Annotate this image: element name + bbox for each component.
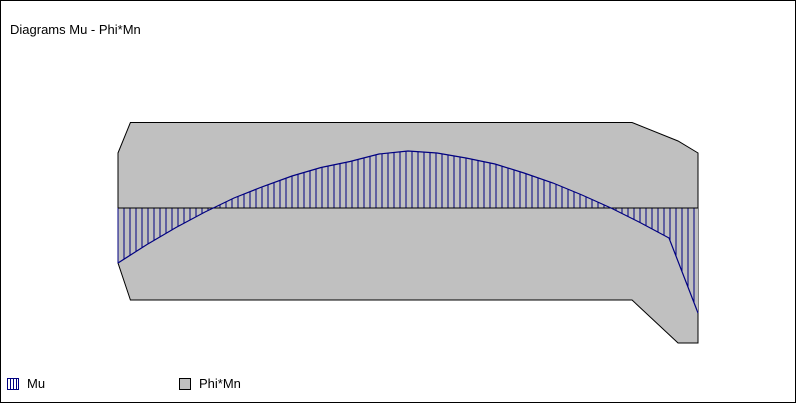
- mu-swatch-icon: [7, 377, 19, 390]
- phi-mn-capacity-area: [117, 122, 699, 344]
- chart-title: Diagrams Mu - Phi*Mn: [10, 22, 141, 37]
- phimn-swatch-icon: [179, 377, 191, 390]
- mu-hatch-lines: [117, 151, 695, 303]
- legend-item-phimn: Phi*Mn: [179, 376, 241, 391]
- mu-curve: [117, 150, 699, 314]
- legend-item-mu: Mu: [7, 376, 45, 391]
- legend-label-mu: Mu: [27, 376, 46, 391]
- mu-area: [118, 151, 698, 313]
- legend-label-phimn: Phi*Mn: [199, 376, 241, 391]
